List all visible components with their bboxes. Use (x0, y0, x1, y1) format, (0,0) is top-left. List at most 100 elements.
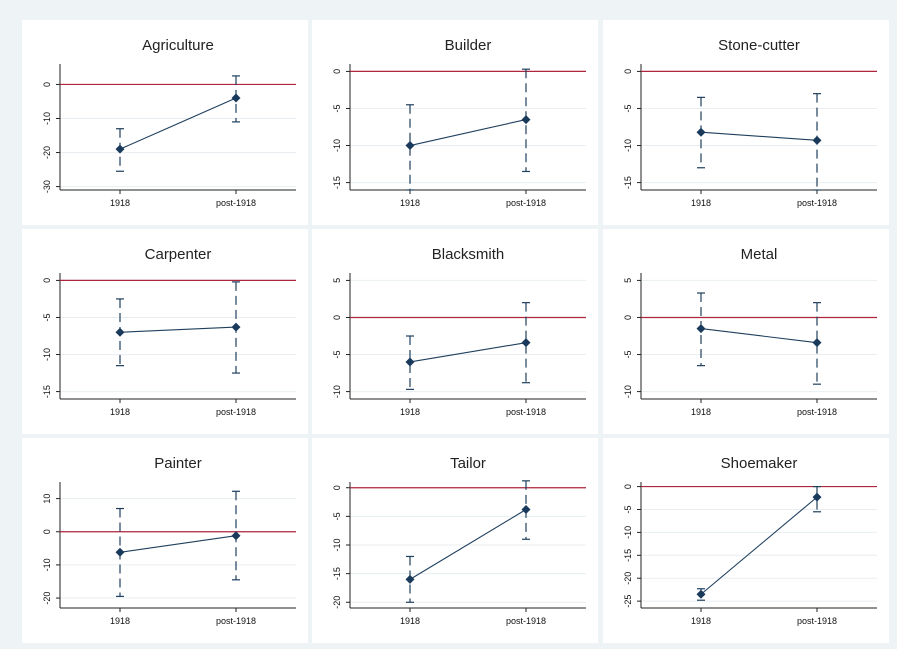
data-point (115, 547, 125, 557)
x-tick-label: post-1918 (216, 616, 256, 626)
panel-title: Agriculture (142, 37, 214, 54)
chart-panel-metal: Metal 5 0 -5 -10 1918 post-1918 (603, 229, 889, 434)
x-tick-label: 1918 (400, 616, 420, 626)
panel-title: Stone-cutter (718, 37, 800, 54)
y-tick-label: 0 (623, 484, 633, 489)
x-tick-label: post-1918 (797, 407, 837, 417)
series-line (119, 535, 237, 553)
panel-title: Metal (741, 246, 778, 263)
data-point (115, 327, 125, 337)
chart-svg: Builder 0 -5 -10 -15 1918 post-1918 (332, 37, 586, 208)
x-tick-label: post-1918 (797, 616, 837, 626)
chart-panel-agriculture: Agriculture 0 -10 -20 -30 1918 post-1918 (22, 20, 308, 225)
y-tick-label: -30 (42, 180, 52, 193)
series-line (700, 131, 818, 141)
x-tick-label: post-1918 (506, 407, 546, 417)
y-tick-label: -20 (623, 572, 633, 585)
data-point (405, 141, 415, 151)
data-point (231, 322, 241, 332)
x-tick-label: 1918 (691, 198, 711, 208)
x-tick-label: 1918 (400, 407, 420, 417)
x-tick-label: post-1918 (506, 198, 546, 208)
x-tick-label: 1918 (110, 616, 130, 626)
y-tick-label: -10 (42, 348, 52, 361)
y-tick-label: -15 (623, 176, 633, 189)
chart-svg: Stone-cutter 0 -5 -10 -15 1918 post-1918 (623, 37, 877, 208)
data-point (521, 338, 531, 348)
series-line (409, 119, 527, 147)
y-tick-label: 0 (332, 485, 342, 490)
data-point (231, 531, 241, 541)
y-tick-label: 10 (42, 494, 52, 504)
chart-svg: Metal 5 0 -5 -10 1918 post-1918 (623, 246, 877, 417)
y-tick-label: -5 (332, 351, 342, 359)
y-tick-label: 0 (42, 278, 52, 283)
chart-svg: Agriculture 0 -10 -20 -30 1918 post-1918 (42, 37, 296, 208)
panel-title: Painter (154, 455, 202, 472)
y-tick-label: -10 (623, 139, 633, 152)
data-point (696, 589, 706, 599)
y-tick-label: -5 (623, 505, 633, 513)
panel-title: Builder (445, 37, 492, 54)
y-tick-label: -20 (42, 146, 52, 159)
series-line (700, 328, 818, 344)
y-tick-label: -10 (332, 385, 342, 398)
data-point (696, 127, 706, 137)
chart-svg: Carpenter 0 -5 -10 -15 1918 post-1918 (42, 246, 296, 417)
series-line (700, 496, 818, 595)
series-line (409, 509, 527, 580)
y-tick-label: -5 (623, 351, 633, 359)
y-tick-label: -5 (623, 104, 633, 112)
panel-title: Shoemaker (721, 455, 798, 472)
x-tick-label: 1918 (400, 198, 420, 208)
chart-panel-tailor: Tailor 0 -5 -10 -15 -20 1918 post-1918 (312, 438, 598, 643)
data-point (115, 144, 125, 154)
x-tick-label: post-1918 (506, 616, 546, 626)
data-point (521, 115, 531, 125)
x-tick-label: 1918 (691, 616, 711, 626)
y-tick-label: -10 (623, 385, 633, 398)
y-tick-label: 5 (332, 278, 342, 283)
x-tick-label: 1918 (110, 198, 130, 208)
chart-panel-shoemaker: Shoemaker 0 -5 -10 -15 -20 -25 1918 post-1918 (603, 438, 889, 643)
x-tick-label: 1918 (691, 407, 711, 417)
chart-panel-blacksmith: Blacksmith 5 0 -5 -10 1918 post-1918 (312, 229, 598, 434)
series-line (409, 342, 527, 363)
panel-title: Blacksmith (432, 246, 505, 263)
y-tick-label: -25 (623, 595, 633, 608)
y-tick-label: -10 (332, 139, 342, 152)
y-tick-label: 0 (623, 315, 633, 320)
y-tick-label: -10 (42, 558, 52, 571)
y-tick-label: 0 (332, 69, 342, 74)
chart-panel-builder: Builder 0 -5 -10 -15 1918 post-1918 (312, 20, 598, 225)
y-tick-label: -10 (623, 526, 633, 539)
x-tick-label: post-1918 (216, 198, 256, 208)
y-tick-label: -5 (42, 313, 52, 321)
data-point (231, 93, 241, 103)
chart-panel-carpenter: Carpenter 0 -5 -10 -15 1918 post-1918 (22, 229, 308, 434)
y-tick-label: -20 (332, 596, 342, 609)
y-tick-label: -15 (42, 385, 52, 398)
series-line (119, 97, 237, 150)
y-tick-label: -10 (42, 112, 52, 125)
chart-svg: Painter 10 0 -10 -20 1918 post-1918 (42, 455, 296, 626)
y-tick-label: 0 (42, 82, 52, 87)
y-tick-label: -5 (332, 512, 342, 520)
panel-title: Carpenter (145, 246, 212, 263)
y-tick-label: 0 (332, 315, 342, 320)
y-tick-label: -20 (42, 592, 52, 605)
data-point (521, 504, 531, 514)
y-tick-label: 5 (623, 278, 633, 283)
y-tick-label: -10 (332, 538, 342, 551)
chart-svg: Tailor 0 -5 -10 -15 -20 1918 post-1918 (332, 455, 586, 626)
data-point (812, 135, 822, 145)
y-tick-label: -15 (332, 567, 342, 580)
chart-svg: Blacksmith 5 0 -5 -10 1918 post-1918 (332, 246, 586, 417)
x-tick-label: post-1918 (797, 198, 837, 208)
data-point (812, 338, 822, 348)
chart-panel-painter: Painter 10 0 -10 -20 1918 post-1918 (22, 438, 308, 643)
data-point (696, 324, 706, 334)
data-point (812, 492, 822, 502)
data-point (405, 574, 415, 584)
